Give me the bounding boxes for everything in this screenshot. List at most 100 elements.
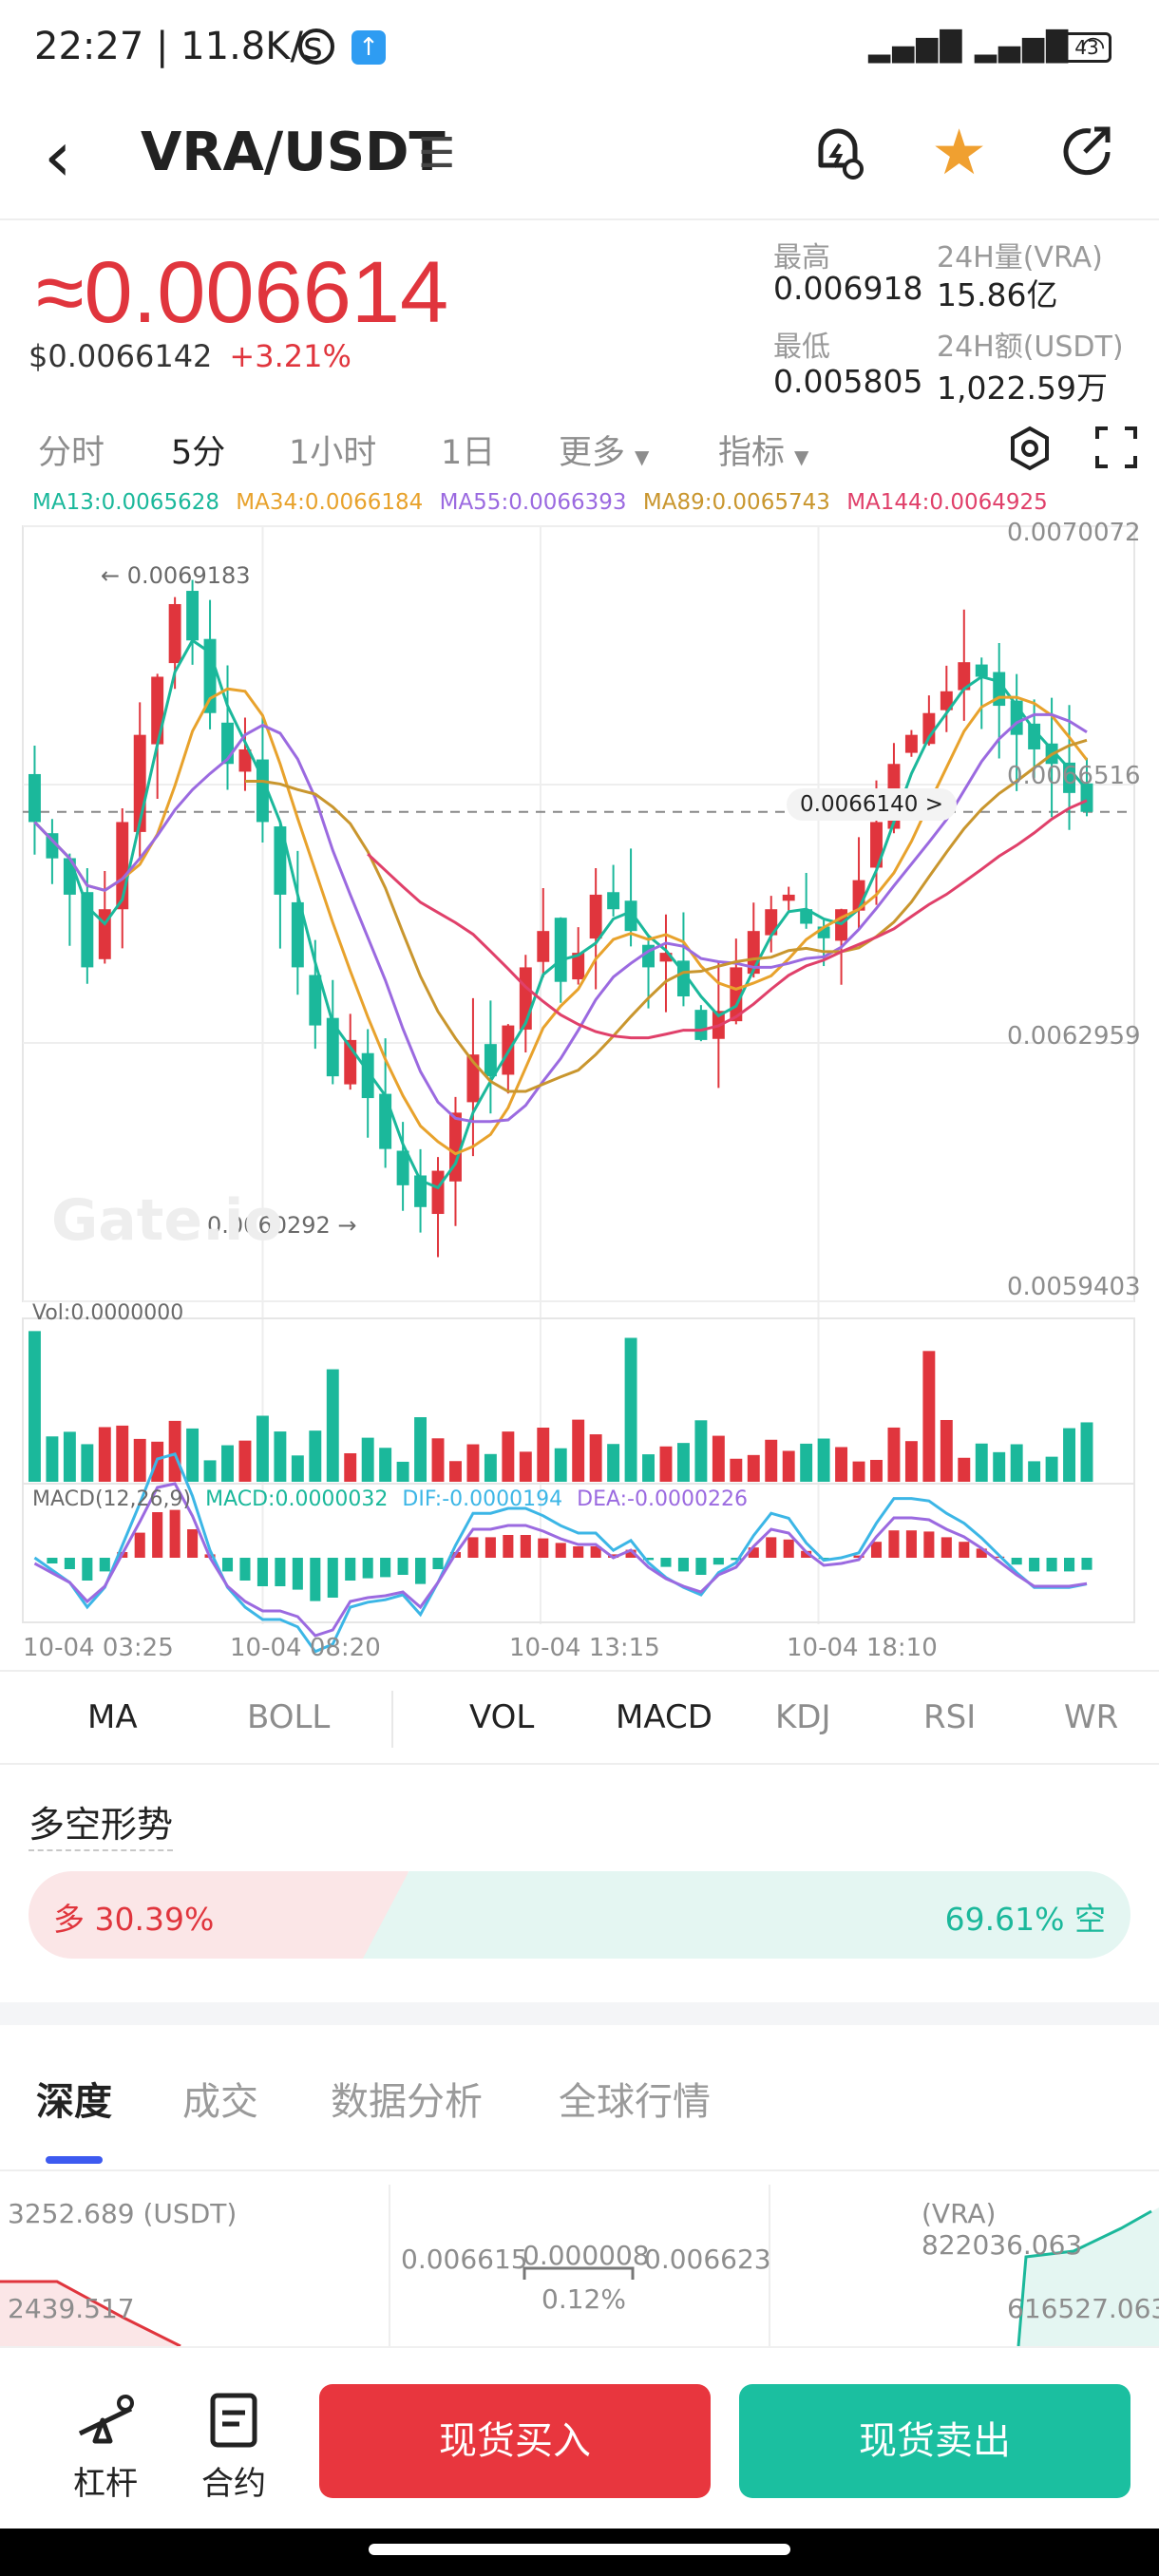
volume-bar	[414, 1417, 428, 1482]
macd-histogram-bar	[801, 1550, 812, 1558]
macd-histogram-bar	[169, 1509, 180, 1558]
volume-bar	[46, 1436, 59, 1482]
volume-bar	[607, 1444, 620, 1482]
tab-data-analysis[interactable]: 数据分析	[331, 2080, 483, 2124]
volume-bar	[274, 1431, 287, 1482]
market-tabs: 深度 成交 数据分析 全球行情	[0, 2071, 1159, 2166]
current-price-tag[interactable]: 0.0066140 >	[787, 788, 957, 821]
candle-body	[958, 662, 971, 691]
home-indicator[interactable]	[369, 2544, 790, 2555]
divider	[0, 1670, 1159, 1672]
favorite-star-icon[interactable]: ★	[931, 116, 988, 189]
macd-histogram-bar	[221, 1558, 234, 1572]
tab-wr[interactable]: WR	[1064, 1698, 1119, 1736]
period-more[interactable]: 更多 ▼	[559, 426, 649, 474]
tab-vol[interactable]: VOL	[469, 1698, 535, 1736]
volume-bar	[765, 1439, 778, 1482]
macd-histogram-bar	[976, 1548, 987, 1558]
tab-boll[interactable]: BOLL	[247, 1698, 331, 1736]
low-marker: 0.0060292 →	[207, 1212, 357, 1239]
leverage-button[interactable]: 杠杆	[72, 2392, 139, 2504]
candle-body	[975, 664, 988, 677]
spot-sell-button[interactable]: 现货卖出	[739, 2384, 1130, 2498]
period-1h[interactable]: 1小时	[289, 434, 377, 472]
period-timeline[interactable]: 分时	[38, 434, 105, 472]
volume-bar	[168, 1420, 181, 1482]
depth-chart[interactable]: 3252.689 (USDT) 2439.517 0.006615 0.0000…	[0, 2175, 1159, 2346]
divider	[0, 218, 1159, 220]
low-value: 0.005805	[773, 363, 923, 400]
fullscreen-icon[interactable]	[1094, 426, 1138, 469]
indicator-menu[interactable]: 指标 ▼	[718, 426, 808, 474]
share-icon[interactable]	[1056, 120, 1119, 182]
price-subline: $0.0066142 +3.21%	[28, 338, 352, 374]
tab-trades[interactable]: 成交	[182, 2080, 258, 2124]
ma89-value: MA89:0.0065743	[642, 490, 830, 515]
macd-histogram-bar	[99, 1558, 110, 1572]
tab-depth[interactable]: 深度	[36, 2080, 112, 2124]
candle-body	[694, 1010, 708, 1040]
volume-bar	[466, 1444, 480, 1482]
ma-lines	[33, 638, 1089, 1190]
divider	[391, 1691, 393, 1748]
volume-bar	[712, 1435, 725, 1482]
volume-bar	[922, 1351, 936, 1482]
amount-label: 24H额(USDT)	[937, 331, 1124, 364]
spot-buy-button[interactable]: 现货买入	[319, 2384, 711, 2498]
volume-bar	[554, 1448, 567, 1482]
period-5m[interactable]: 5分	[171, 434, 226, 472]
tab-ma[interactable]: MA	[87, 1698, 138, 1736]
tab-global-market[interactable]: 全球行情	[559, 2080, 711, 2124]
volume-bar	[361, 1437, 374, 1482]
back-icon[interactable]: ‹	[44, 116, 72, 198]
macd-histogram-bar	[64, 1558, 75, 1569]
macd-histogram-bar	[1011, 1558, 1022, 1565]
volume-value: 15.86亿	[937, 276, 1058, 313]
current-price-value: 0.0066140	[800, 792, 919, 817]
macd-histogram-bar	[345, 1558, 356, 1581]
volume-bar	[133, 1438, 146, 1482]
volume-bar	[291, 1455, 304, 1482]
volume-bar	[1045, 1456, 1058, 1482]
macd-histogram-bar	[397, 1558, 408, 1575]
period-1d[interactable]: 1日	[441, 434, 496, 472]
macd-histogram-bar	[467, 1537, 479, 1558]
candle-body	[607, 892, 620, 910]
volume-bar	[975, 1443, 988, 1482]
best-bid: 0.006615	[401, 2244, 528, 2275]
kline-chart[interactable]: 0.0070072 0.0066516 0.0062959 0.0059403 …	[0, 513, 1159, 1667]
ask-depth-value: 616527.063	[1007, 2293, 1159, 2324]
price-alert-icon[interactable]	[808, 122, 868, 182]
y-tick-label: 0.0062959	[1007, 1022, 1141, 1051]
candle-body	[326, 1017, 339, 1077]
candle-body	[624, 900, 637, 932]
ma144-value: MA144:0.0064925	[846, 490, 1048, 515]
volume-bar	[659, 1446, 673, 1482]
macd-histogram-bar	[1064, 1558, 1075, 1572]
tab-kdj[interactable]: KDJ	[775, 1698, 831, 1736]
candle-body	[46, 833, 59, 859]
volume-bar	[747, 1454, 760, 1482]
macd-histogram-bar	[731, 1558, 742, 1561]
kline-chart-svg[interactable]	[0, 513, 1159, 1667]
pair-title[interactable]: VRA/USDT	[141, 122, 446, 183]
settings-icon[interactable]	[1007, 426, 1053, 471]
macd-histogram-bar	[590, 1546, 601, 1558]
candle-body	[484, 1044, 497, 1077]
volume-bar	[396, 1461, 409, 1482]
volume-bar	[28, 1331, 41, 1482]
macd-histogram-bar	[555, 1543, 566, 1558]
ma-line	[33, 712, 1088, 1124]
pair-menu-icon[interactable]: ☰	[418, 129, 456, 178]
contract-button[interactable]: 合约	[201, 2392, 266, 2504]
candle-body	[922, 712, 936, 745]
volume-bar	[519, 1451, 532, 1482]
tab-rsi[interactable]: RSI	[923, 1698, 977, 1736]
macd-histogram-bar	[1081, 1558, 1092, 1570]
tab-macd[interactable]: MACD	[616, 1698, 712, 1736]
volume-bar	[116, 1425, 129, 1482]
macd-histogram-bar	[573, 1546, 584, 1558]
candle-body	[396, 1150, 409, 1185]
bid-depth-value: 2439.517	[8, 2293, 135, 2324]
dif-value: DIF:-0.0000194	[402, 1487, 563, 1511]
